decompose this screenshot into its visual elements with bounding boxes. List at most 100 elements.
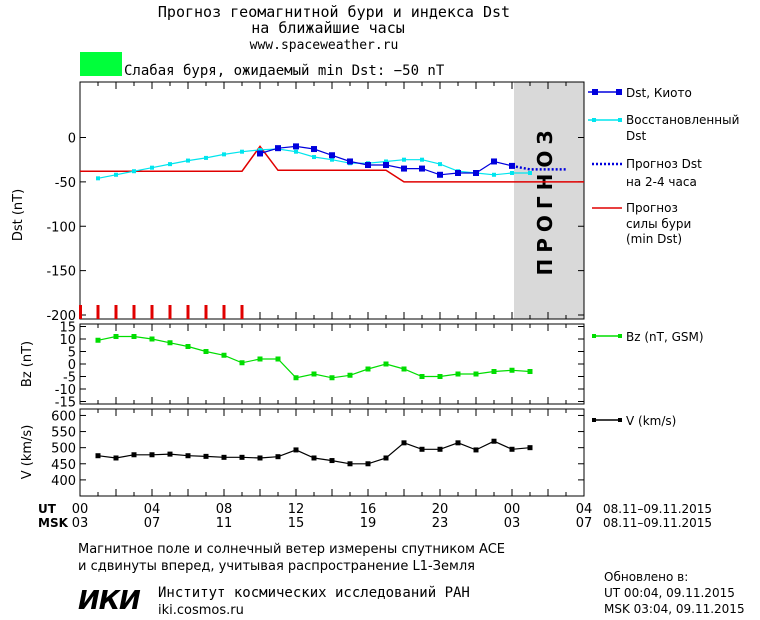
ut-tick-label: 20 [432,502,449,517]
restored-dst-point [420,157,424,162]
institute-site[interactable]: iki.cosmos.ru [158,603,244,618]
legend-forecast-label2: на 2-4 часа [626,175,697,189]
site-link[interactable]: www.spaceweather.ru [250,38,399,53]
restored-dst-point [96,176,100,181]
bz-point [509,367,515,373]
v-point [275,454,281,460]
y-tick-label: -200 [46,309,76,324]
v-point [401,440,407,446]
restored-dst-point [222,152,226,157]
storm-marker [240,305,244,319]
bz-point [347,372,353,378]
v-point [167,451,173,457]
y-tick-label: 10 [59,333,76,348]
restored-dst-point [312,155,316,160]
ut-tick-label: 08 [216,502,233,517]
kyoto-dst-point [437,171,443,178]
bz-point [131,334,137,339]
restored-dst-point [204,155,208,160]
v-point [509,446,515,452]
v-point [113,455,119,461]
storm-marker [96,305,100,319]
dst-panel: ПРОГНОЗ [79,81,585,320]
bz-point [185,344,191,349]
storm-marker [204,305,208,319]
legend-restored-marker [618,118,622,122]
v-point [347,461,353,467]
msk-tick-label: 15 [288,516,305,531]
title-line2: на ближайшие часы [251,19,405,37]
forecast-zone [514,82,584,319]
ut-axis-label: UT [38,502,57,516]
ut-tick-label: 04 [576,502,593,517]
y-tick-label: 500 [51,442,76,457]
bz-point [311,371,317,377]
bz-point [401,366,407,372]
legend-bz-marker [618,334,622,338]
ut-tick-label: 12 [288,502,305,517]
y-tick-label: 600 [51,409,76,424]
v-point [221,454,227,460]
restored-dst-point [132,169,136,174]
storm-marker [114,305,118,319]
y-tick-label: 15 [59,321,76,336]
kyoto-dst-point [347,158,353,165]
legend-restored-label2: Dst [626,129,646,143]
v-point [203,453,209,459]
chart-marks: 0-50-100-150-200151050-5-10-156005505004… [46,82,585,496]
bz-ylabel: Bz (nT) [20,341,35,387]
kyoto-dst-point [257,150,263,157]
bz-point [293,375,299,381]
y-tick-label: -50 [55,176,76,191]
kyoto-dst-point [275,145,281,152]
y-tick-label: -100 [46,220,76,235]
kyoto-dst-point [401,165,407,172]
restored-dst-point [114,172,118,177]
msk-tick-label: 19 [360,516,377,531]
v-point [329,458,335,464]
y-tick-label: 450 [51,458,76,473]
storm-marker [168,305,172,319]
msk-axis-label: MSK [38,516,69,530]
legend-restored-marker [592,118,596,122]
bz-frame [79,323,585,405]
kyoto-dst-point [419,165,425,172]
legend-storm-label2: силы бури [626,217,691,231]
y-tick-label: 0 [68,358,76,373]
bz-point [167,340,173,346]
kyoto-dst-point [365,162,371,169]
kyoto-dst-point [311,146,317,153]
bz-point [95,337,101,343]
msk-tick-label: 23 [432,516,449,531]
bz-point [383,361,389,367]
ut-date-range: 08.11–09.11.2015 [603,502,712,516]
v-ylabel: V (km/s) [20,425,35,480]
y-tick-label: 550 [51,426,76,441]
legend-bz-label: Bz (nT, GSM) [626,330,704,344]
title-line1: Прогноз геомагнитной бури и индекса Dst [158,3,510,21]
bz-point [419,374,425,379]
msk-tick-label: 07 [576,516,593,531]
y-tick-label: -150 [46,265,76,280]
legend-v-marker [592,418,596,422]
restored-dst-point [258,147,262,152]
legend-restored-label1: Восстановленный [626,113,739,127]
v-point [239,454,245,460]
y-tick-label: 400 [51,474,76,489]
v-point [527,445,533,451]
v-point [149,452,155,458]
restored-dst-point [438,162,442,167]
storm-marker [186,305,190,319]
bz-point [239,360,245,366]
ut-tick-label: 00 [504,502,521,517]
v-panel [79,408,585,497]
kyoto-dst-point [329,152,335,159]
footer-note-line1: Магнитное поле и солнечный ветер измерен… [78,542,505,557]
legend-storm-label3: (min Dst) [626,232,682,246]
v-point [257,455,263,461]
kyoto-dst-point [383,162,389,169]
msk-tick-label: 03 [72,516,89,531]
y-tick-label: -15 [55,396,76,411]
